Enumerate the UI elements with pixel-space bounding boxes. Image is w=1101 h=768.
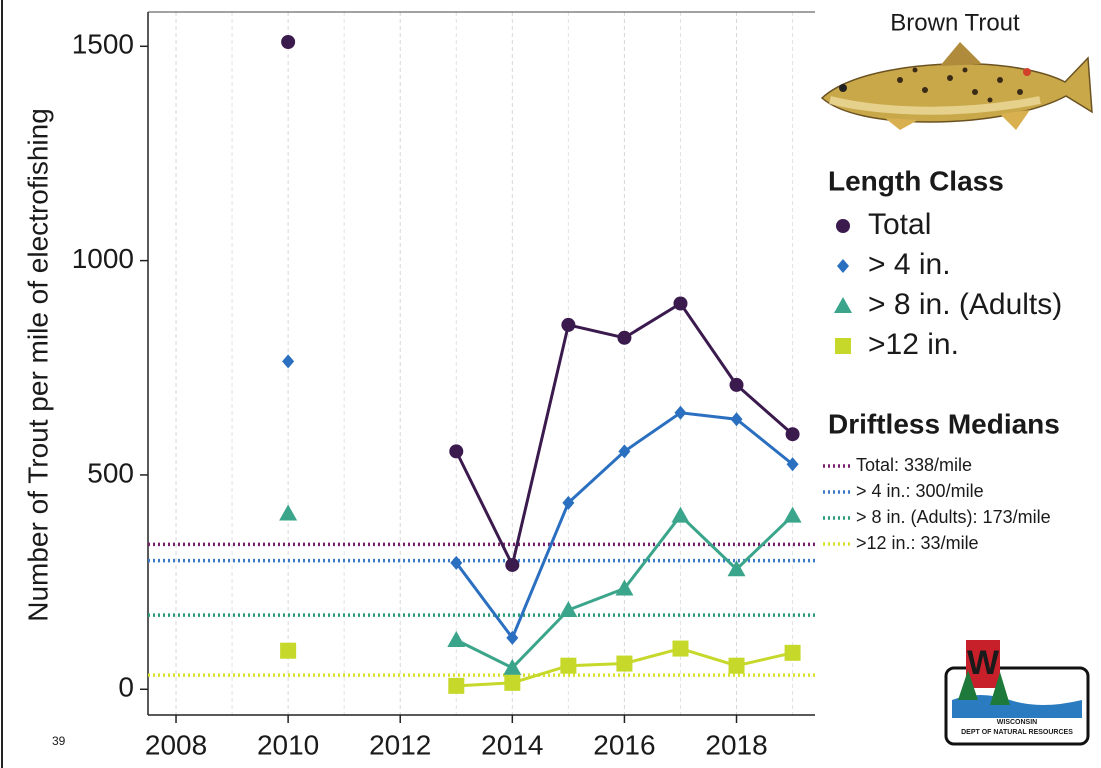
legend-label: > 4 in. xyxy=(868,248,951,281)
legend-label: Total xyxy=(868,208,931,241)
point xyxy=(281,35,296,50)
legend-marker xyxy=(836,219,850,233)
trout-image xyxy=(820,42,1093,130)
point xyxy=(503,658,522,675)
point xyxy=(671,506,690,523)
medians-legend-label: >12 in.: 33/mile xyxy=(856,533,979,553)
point xyxy=(674,405,687,420)
point xyxy=(784,644,801,661)
x-tick-label: 2014 xyxy=(481,729,543,760)
legend-label: > 8 in. (Adults) xyxy=(868,288,1062,321)
point xyxy=(616,655,633,672)
point xyxy=(449,444,464,459)
point xyxy=(673,296,688,311)
x-tick-label: 2016 xyxy=(593,729,655,760)
image-caption: Brown Trout xyxy=(890,9,1020,36)
y-tick-label: 1500 xyxy=(72,29,134,60)
legend-label: >12 in. xyxy=(868,328,959,361)
page-number: 39 xyxy=(52,734,66,748)
x-tick-label: 2018 xyxy=(705,729,767,760)
point xyxy=(447,630,466,647)
logo-letter: W xyxy=(967,644,1000,682)
point xyxy=(729,377,744,392)
x-tick-label: 2012 xyxy=(369,729,431,760)
point xyxy=(783,506,802,523)
legend-marker xyxy=(835,338,851,354)
legend-title: Length Class xyxy=(828,165,1004,196)
point xyxy=(448,677,465,694)
point xyxy=(504,674,521,691)
medians-legend-label: Total: 338/mile xyxy=(856,455,972,475)
legend-marker xyxy=(834,297,852,313)
point xyxy=(786,457,799,472)
point xyxy=(279,504,298,521)
logo-line1: WISCONSIN xyxy=(997,719,1037,726)
y-tick-label: 0 xyxy=(118,672,134,703)
medians-legend-label: > 8 in. (Adults): 173/mile xyxy=(856,507,1051,527)
point xyxy=(617,330,632,345)
point xyxy=(505,557,520,572)
point xyxy=(562,495,575,510)
point xyxy=(615,579,634,596)
medians-legend-label: > 4 in.: 300/mile xyxy=(856,481,984,501)
logo-line2: DEPT OF NATURAL RESOURCES xyxy=(961,729,1073,736)
point xyxy=(560,657,577,674)
point xyxy=(282,354,295,369)
y-axis-label: Number of Trout per mile of electrofishi… xyxy=(22,108,53,622)
point xyxy=(785,427,800,442)
point xyxy=(450,555,463,570)
point xyxy=(727,560,746,577)
point xyxy=(506,630,519,645)
point xyxy=(618,444,631,459)
x-tick-label: 2008 xyxy=(145,729,207,760)
legend-marker xyxy=(837,259,849,273)
point xyxy=(559,600,578,617)
point xyxy=(728,657,745,674)
y-tick-label: 1000 xyxy=(72,243,134,274)
dnr-logo: W WISCONSIN DEPT OF NATURAL RESOURCES xyxy=(944,640,1090,746)
medians-title: Driftless Medians xyxy=(828,408,1060,439)
y-tick-label: 500 xyxy=(87,457,134,488)
point xyxy=(672,640,689,657)
point xyxy=(280,642,297,659)
point xyxy=(561,317,576,332)
point xyxy=(730,412,743,427)
x-tick-label: 2010 xyxy=(257,729,319,760)
